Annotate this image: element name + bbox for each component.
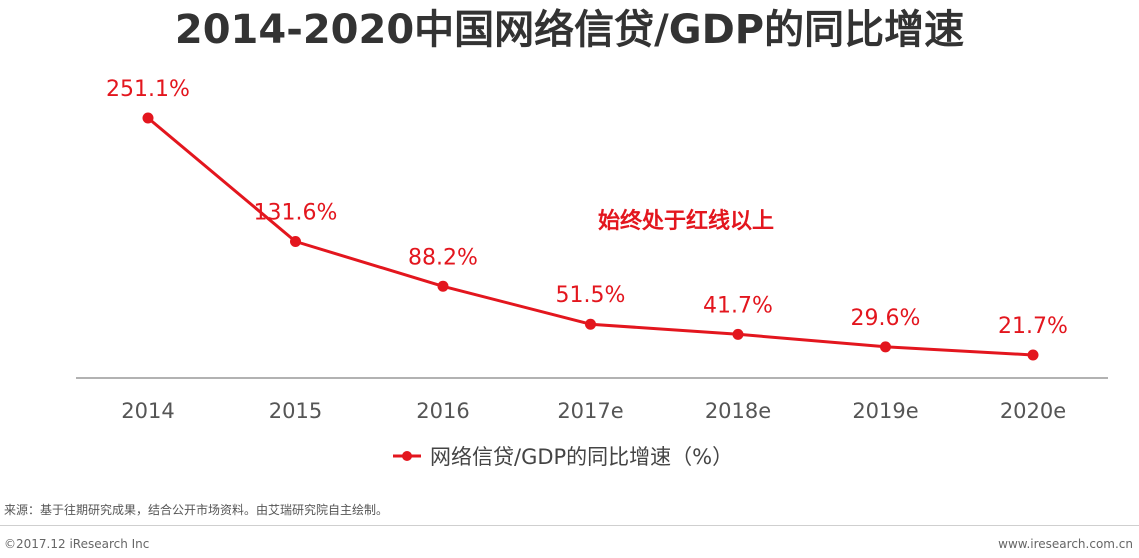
legend-marker [402, 451, 412, 461]
website-link[interactable]: www.iresearch.com.cn [998, 537, 1133, 551]
x-tick-label: 2016 [416, 399, 469, 423]
data-label: 51.5% [556, 283, 626, 308]
data-label: 88.2% [408, 245, 478, 270]
copyright-text: ©2017.12 iResearch Inc [4, 537, 150, 551]
legend-label: 网络信贷/GDP的同比增速（%） [430, 445, 733, 469]
data-point[interactable] [142, 112, 154, 124]
chart-title: 2014-2020中国网络信贷/GDP的同比增速 [174, 7, 965, 53]
data-label: 41.7% [703, 293, 773, 318]
data-point[interactable] [732, 328, 744, 340]
x-tick-label: 2019e [852, 399, 918, 423]
x-tick-label: 2017e [557, 399, 623, 423]
x-tick-label: 2015 [269, 399, 322, 423]
data-label: 251.1% [106, 77, 190, 102]
data-point[interactable] [290, 235, 301, 247]
data-label: 131.6% [254, 200, 338, 225]
data-point[interactable] [437, 280, 449, 292]
data-point[interactable] [585, 318, 596, 330]
x-tick-label: 2018e [705, 399, 771, 423]
data-point[interactable] [1027, 349, 1039, 361]
x-tick-label: 2014 [121, 399, 174, 423]
data-point[interactable] [880, 341, 891, 353]
x-tick-label: 2020e [1000, 399, 1066, 423]
line-chart: 251.1% 131.6% 88.2% 51.5% 41.7% 29.6% 21.7% 20… [76, 77, 1108, 469]
legend: 网络信贷/GDP的同比增速（%） [393, 445, 733, 469]
source-note: 来源：基于往期研究成果，结合公开市场资料。由艾瑞研究院自主绘制。 [4, 503, 389, 517]
data-label: 21.7% [998, 314, 1068, 339]
annotation-text: 始终处于红线以上 [598, 208, 774, 234]
footer-divider [0, 525, 1139, 526]
data-label: 29.6% [851, 306, 921, 331]
